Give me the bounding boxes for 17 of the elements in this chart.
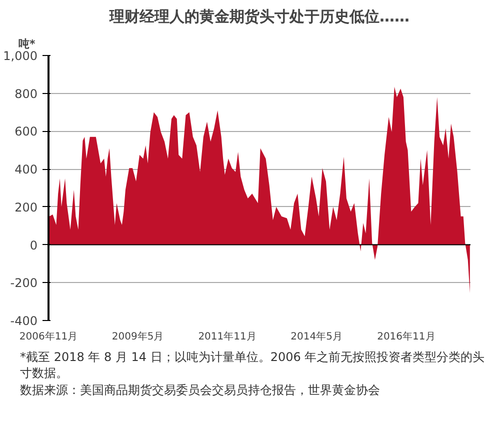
y-tick-label: 400: [14, 162, 38, 177]
y-tick-label: 800: [14, 86, 38, 101]
text: *截至 2018 年 8 月 14 日；以吨为计量单位。2006 年之前无按照投资者类型分类的头寸数据。: [20, 350, 486, 382]
y-tick-label: 0: [30, 238, 38, 252]
y-tick-label: 1,000: [3, 49, 38, 63]
x-tick-label: 2009年5月: [112, 330, 164, 342]
source-note: 数据来源：美国商品期货交易委员会交易员持仓报告，世界黄金协会: [20, 383, 381, 399]
x-tick-label: 2014年5月: [290, 330, 342, 342]
chart-title: 理财经理人的黄金期货头寸处于历史低位……: [108, 8, 410, 26]
x-tick-label: 2016年11月: [377, 330, 436, 342]
y-tick-label: 600: [14, 124, 38, 139]
y-tick-label: -200: [10, 276, 38, 290]
x-tick-label: 2011年11月: [198, 330, 256, 342]
y-tick-label: 200: [14, 200, 38, 214]
y-axis-title: 吨*: [18, 38, 36, 50]
y-tick-label: -400: [10, 314, 38, 328]
x-tick-label: 2006年11月: [19, 330, 78, 342]
